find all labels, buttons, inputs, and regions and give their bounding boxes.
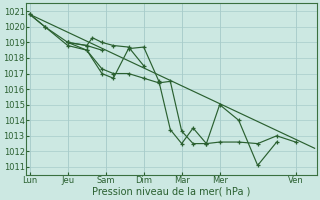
X-axis label: Pression niveau de la mer( hPa ): Pression niveau de la mer( hPa ) — [92, 187, 251, 197]
